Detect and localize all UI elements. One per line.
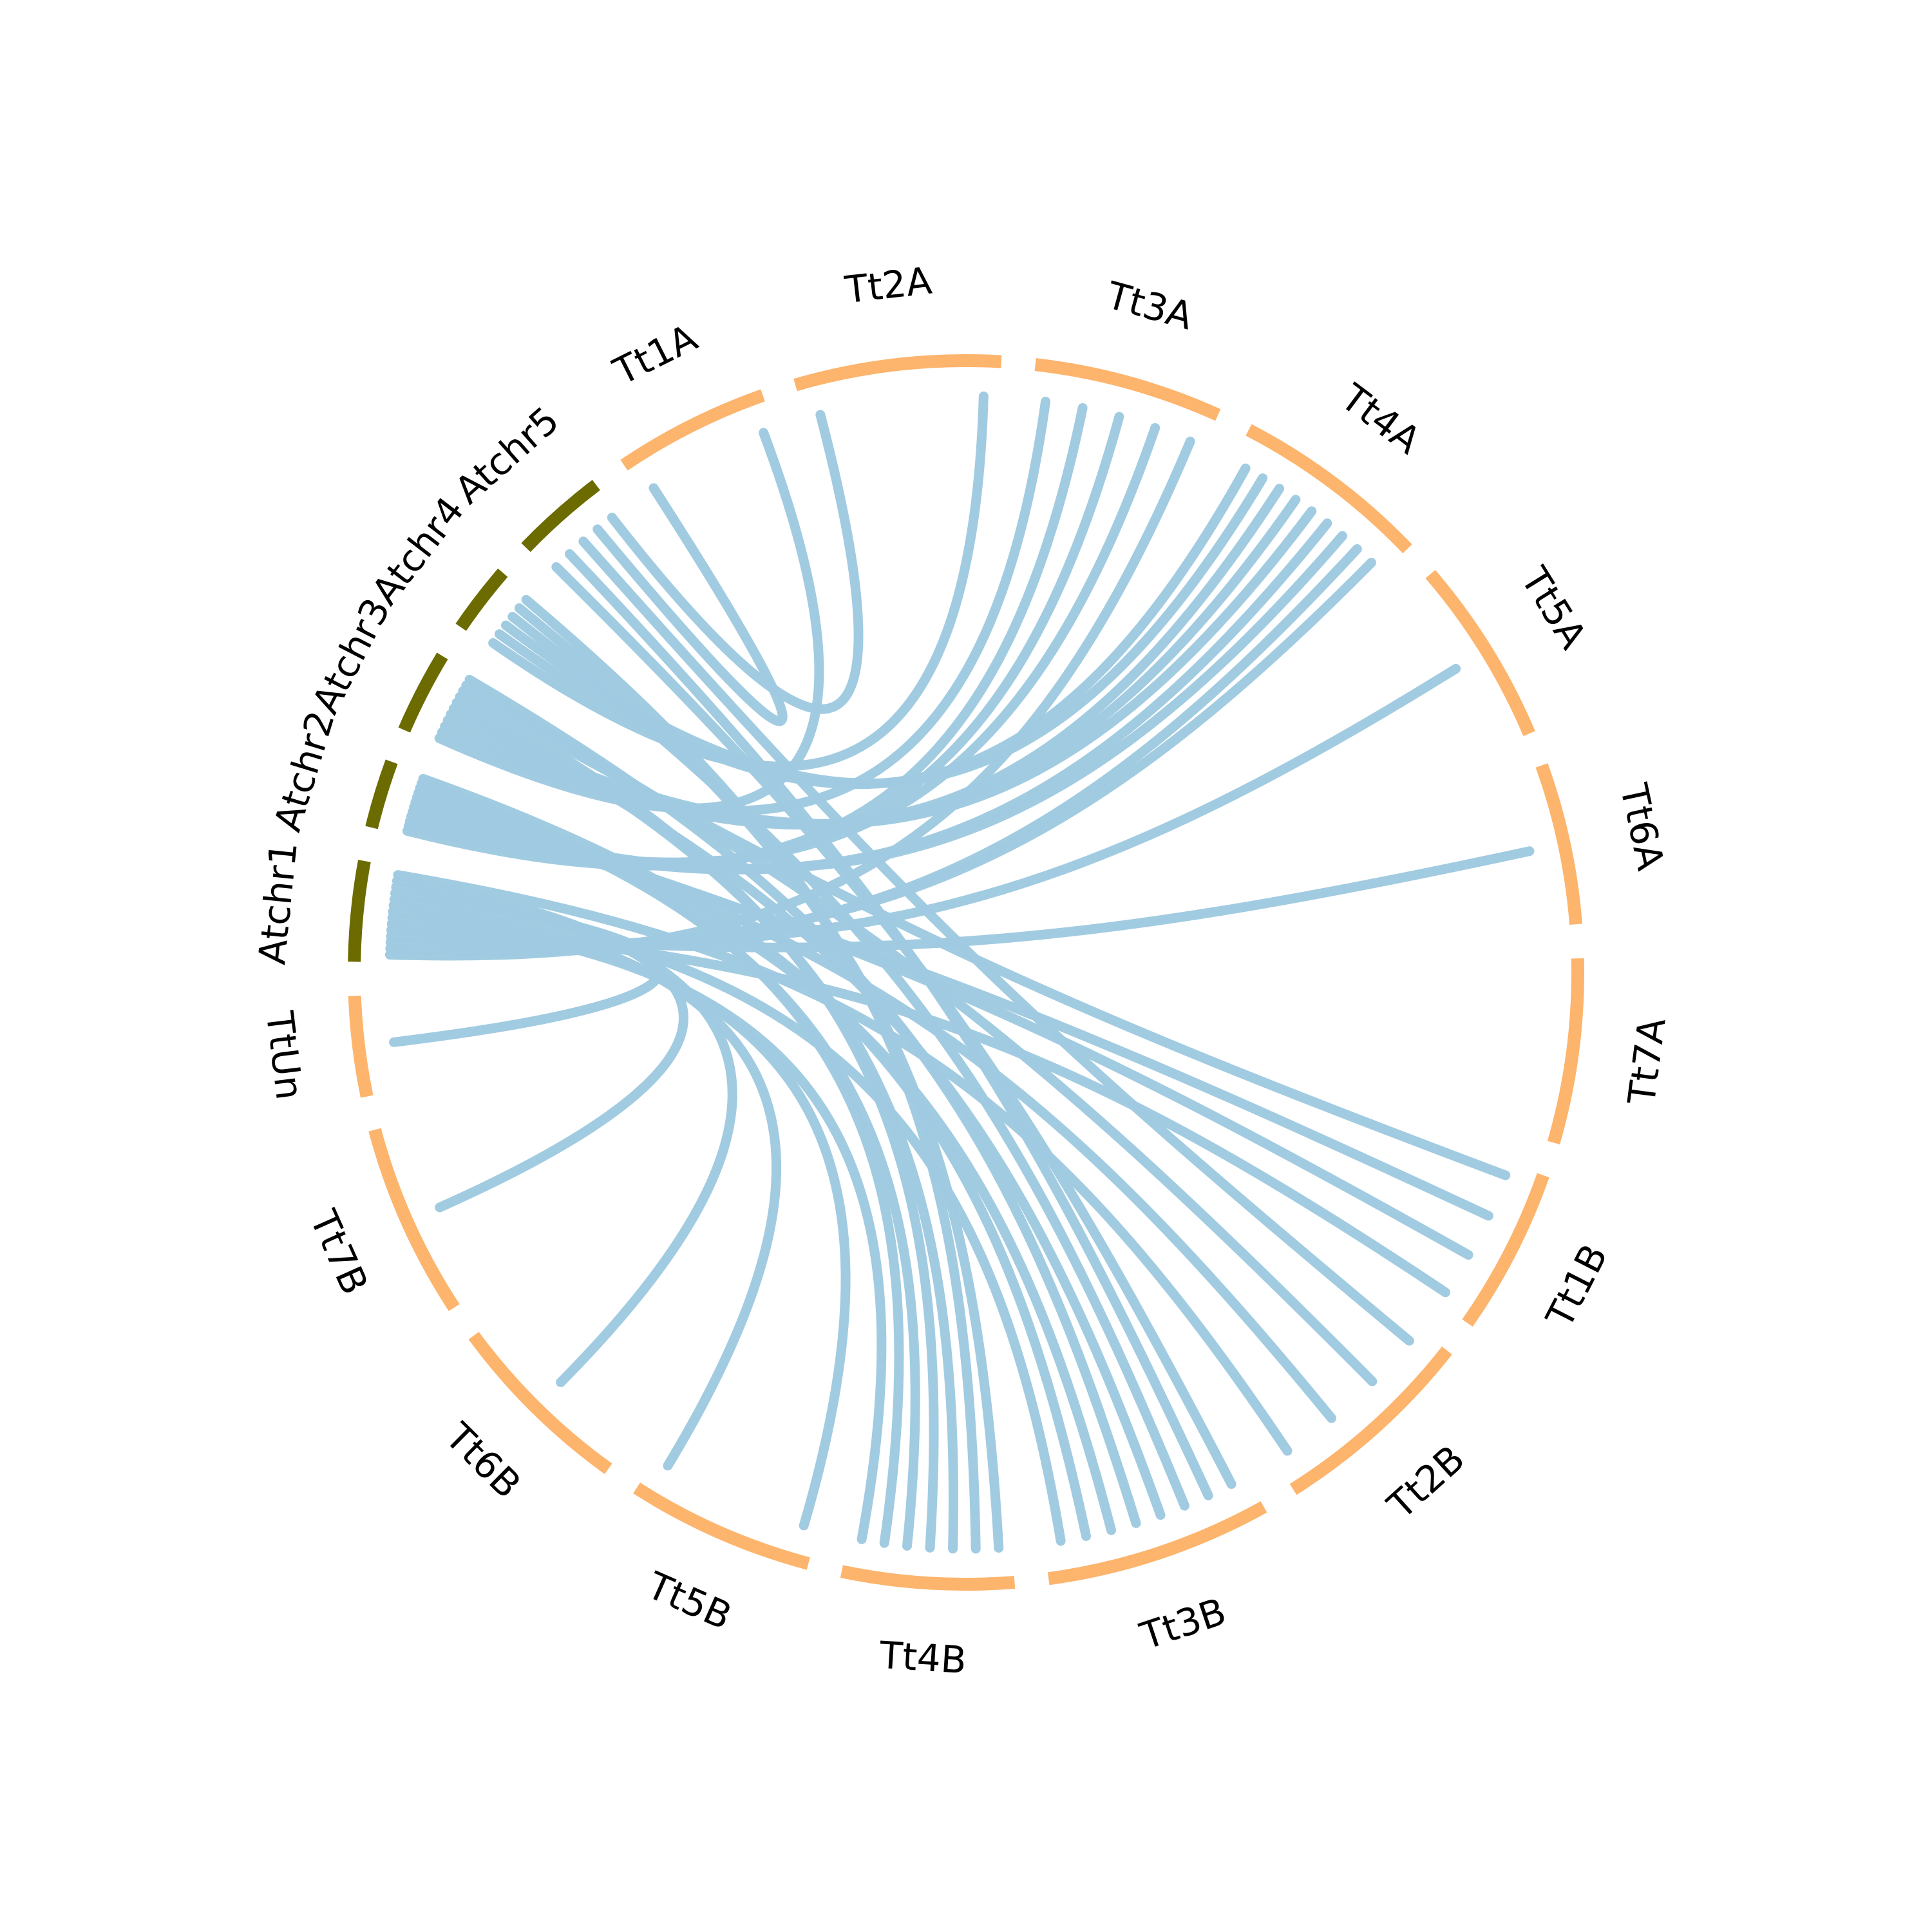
link-Atchr3-Tt4B-18: [455, 692, 939, 1553]
segment-Tt2B: [1289, 1346, 1452, 1495]
segment-Tt1A: [620, 389, 765, 471]
segment-label-Tt5A: Tt5A: [1512, 559, 1595, 656]
segment-label-Tt6A: Tt6A: [1611, 779, 1672, 874]
segment-Atchr2: [365, 759, 398, 829]
link-Atchr2-Tt4B-32: [416, 779, 904, 1548]
segment-Tt5B: [633, 1482, 810, 1570]
segment-label-Tt4B: Tt4B: [878, 1633, 968, 1682]
link-Atchr5-Tt1A-3: [592, 483, 788, 726]
segment-label-TtUn: TtUn: [258, 1009, 312, 1103]
segment-label-Tt2B: Tt2B: [1379, 1437, 1473, 1528]
link-Atchr5-Tt2A-4: [607, 410, 864, 714]
segment-Tt3B: [1047, 1501, 1267, 1586]
link-Atchr1-Tt3B-43: [389, 895, 1066, 1546]
segment-label-Tt6B: Tt6B: [437, 1414, 529, 1507]
link-Atchr1-Tt6B-46: [392, 876, 737, 1387]
segment-Tt6B: [468, 1332, 612, 1474]
link-Atchr1-Tt5B-42: [388, 900, 782, 1471]
segment-label-Atchr3: Atchr3: [303, 591, 399, 721]
segment-label-Tt7A: Tt7A: [1620, 1015, 1674, 1108]
segment-label-Atchr5: Atchr5: [446, 398, 567, 513]
segment-Tt4A: [1245, 424, 1412, 554]
link-Atchr2-Tt3B-33: [418, 773, 1092, 1541]
segment-label-Tt1B: Tt1B: [1537, 1237, 1616, 1335]
segment-Tt7B: [368, 1128, 460, 1311]
link-Atchr1-Tt2B-47: [393, 870, 1293, 1456]
segment-label-Tt3A: Tt3A: [1101, 273, 1197, 339]
segment-label-Atchr2: Atchr2: [265, 706, 343, 836]
segment-label-Tt2A: Tt2A: [842, 259, 934, 312]
segment-Tt2A: [793, 354, 1002, 392]
segment-label-Tt4A: Tt4A: [1332, 375, 1429, 462]
segment-Tt3A: [1034, 358, 1221, 421]
segment-label-Tt1A: Tt1A: [606, 316, 704, 394]
segments-layer: [348, 354, 1584, 1591]
links-layer: [384, 391, 1535, 1554]
segment-label-Tt3B: Tt3B: [1135, 1589, 1231, 1658]
segment-label-Tt5B: Tt5B: [640, 1563, 738, 1638]
link-Atchr3-Tt3B-21: [464, 674, 1141, 1528]
link-Atchr3-Tt4A-15: [446, 506, 1317, 829]
segment-label-Atchr1: Atchr1: [250, 840, 306, 967]
link-Atchr4-Tt2A-5: [488, 391, 989, 772]
segment-Tt4B: [840, 1565, 1016, 1591]
segment-TtUn: [348, 996, 374, 1098]
segment-Tt1B: [1462, 1173, 1549, 1327]
segment-label-Tt7B: Tt7B: [301, 1203, 377, 1301]
segment-Atchr1: [348, 860, 371, 962]
segment-Tt6A: [1535, 763, 1583, 925]
segment-label-Atchr4: Atchr4: [363, 489, 473, 613]
segment-Tt5A: [1425, 569, 1535, 737]
segment-Atchr5: [521, 480, 600, 553]
segment-Atchr4: [455, 568, 508, 631]
segment-Atchr3: [398, 652, 448, 733]
segment-Tt7A: [1547, 958, 1584, 1145]
link-Atchr4-Tt4B-10: [521, 594, 981, 1554]
